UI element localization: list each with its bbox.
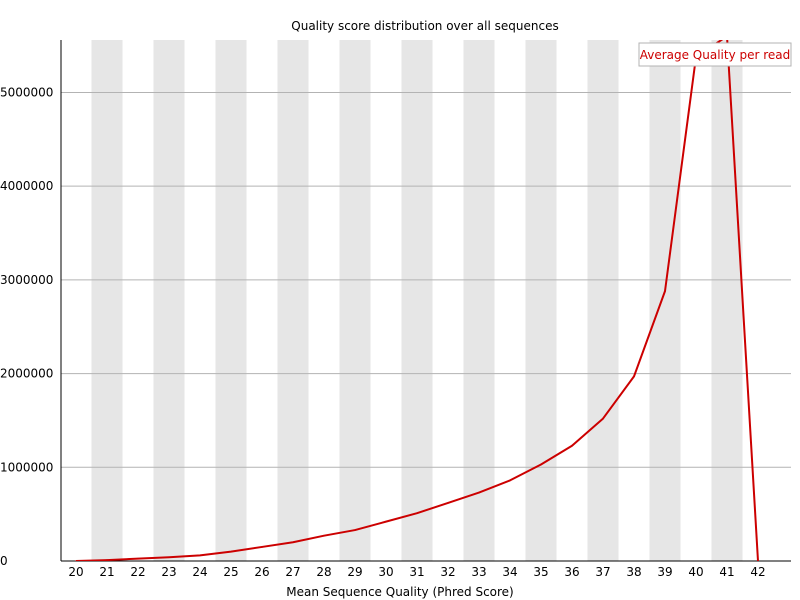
y-tick-labels: 0 1000000 2000000 3000000 4000000 5000000 <box>0 85 53 568</box>
band <box>91 40 123 561</box>
y-tick-label: 5000000 <box>0 85 53 99</box>
data-point <box>602 417 604 420</box>
data-point <box>726 35 728 37</box>
x-tick-label: 20 <box>68 565 83 579</box>
x-tick-label: 42 <box>750 565 765 579</box>
x-tick-label: 36 <box>564 565 579 579</box>
y-tick-label: 2000000 <box>0 367 53 381</box>
x-tick-label: 33 <box>471 565 486 579</box>
data-point <box>509 479 511 482</box>
band <box>463 40 495 561</box>
band <box>401 40 433 561</box>
data-point <box>137 557 139 560</box>
band <box>153 40 185 561</box>
x-tick-label: 24 <box>192 565 207 579</box>
x-tick-label: 34 <box>502 565 517 579</box>
data-point <box>540 463 542 466</box>
x-tick-label: 22 <box>130 565 145 579</box>
band <box>649 40 681 561</box>
x-tick-label: 31 <box>409 565 424 579</box>
legend-entry: Average Quality per read <box>640 48 791 62</box>
x-tick-label: 32 <box>440 565 455 579</box>
x-tick-label: 38 <box>626 565 641 579</box>
data-point <box>354 529 356 531</box>
legend: Average Quality per read <box>638 42 792 67</box>
x-tick-label: 37 <box>595 565 610 579</box>
band <box>711 40 743 561</box>
x-axis-label: Mean Sequence Quality (Phred Score) <box>286 585 514 599</box>
data-point <box>447 502 449 504</box>
band <box>339 40 371 561</box>
x-tick-label: 40 <box>688 565 703 579</box>
band <box>587 40 619 561</box>
alternating-bands <box>91 40 743 561</box>
horizontal-gridlines <box>61 91 791 468</box>
band <box>215 40 247 561</box>
data-point <box>261 546 263 548</box>
y-tick-label: 3000000 <box>0 273 53 287</box>
data-point <box>416 512 418 515</box>
data-point <box>571 444 573 447</box>
x-tick-label: 35 <box>533 565 548 579</box>
data-point <box>230 550 232 553</box>
x-tick-label: 21 <box>99 565 114 579</box>
y-tick-label: 4000000 <box>0 179 53 193</box>
x-tick-label: 28 <box>316 565 331 579</box>
series-layer <box>75 35 759 561</box>
axes <box>60 40 791 562</box>
data-point <box>385 520 387 523</box>
data-point <box>478 491 480 494</box>
x-tick-label: 26 <box>254 565 269 579</box>
chart-title: Quality score distribution over all sequ… <box>291 19 558 33</box>
legend-box <box>638 42 792 67</box>
x-tick-label: 29 <box>347 565 362 579</box>
y-tick-label: 1000000 <box>0 460 53 474</box>
data-point <box>292 541 294 544</box>
data-point <box>664 290 666 292</box>
data-point <box>757 560 759 561</box>
x-tick-label: 25 <box>223 565 238 579</box>
x-tick-label: 30 <box>378 565 393 579</box>
x-tick-label: 23 <box>161 565 176 579</box>
x-tick-labels: 20 21 22 23 24 25 26 27 28 29 30 31 32 33 34 35 36 37 38 39… <box>68 565 765 579</box>
x-tick-label: 27 <box>285 565 300 579</box>
data-point <box>199 554 201 557</box>
band <box>525 40 557 561</box>
data-point <box>106 559 108 561</box>
data-point <box>633 375 635 378</box>
x-tick-label: 39 <box>657 565 672 579</box>
y-tick-label: 0 <box>0 554 8 568</box>
band <box>277 40 309 561</box>
x-tick-label: 41 <box>719 565 734 579</box>
data-point <box>168 556 170 559</box>
data-point <box>75 560 77 561</box>
data-point <box>323 534 325 537</box>
